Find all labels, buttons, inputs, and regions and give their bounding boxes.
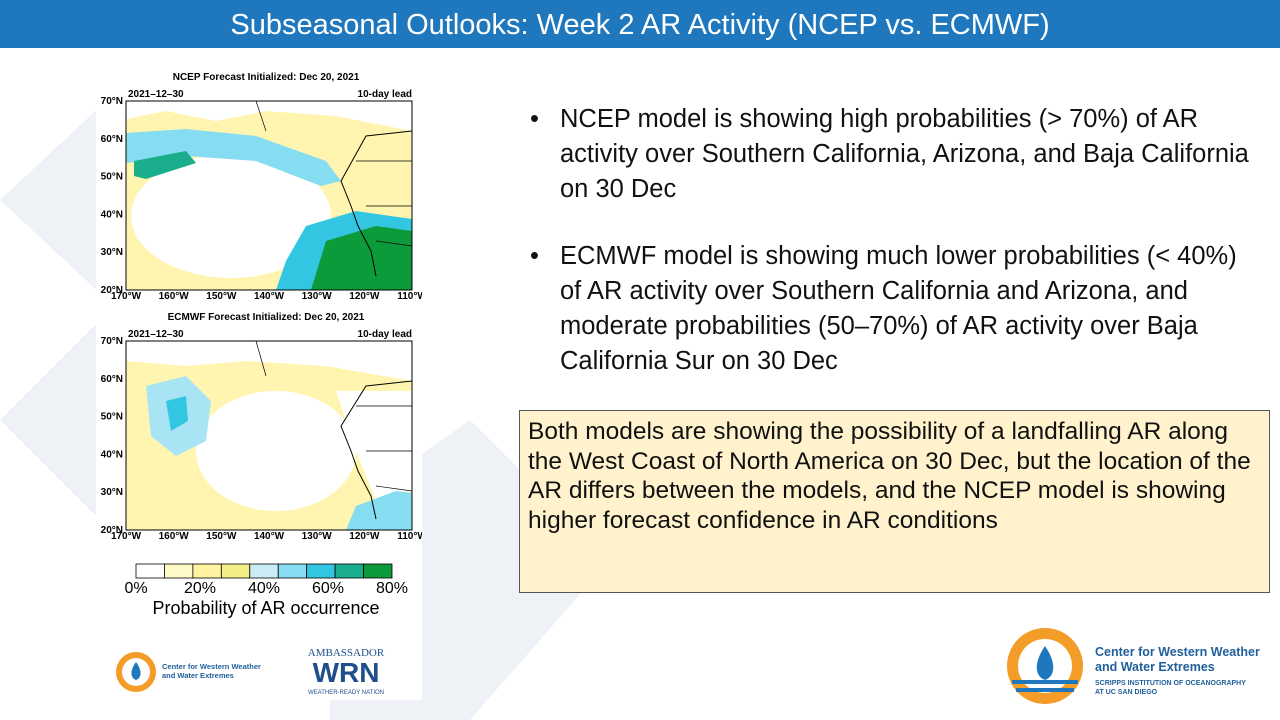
lat-label: 70°N [101, 336, 123, 347]
colorbar: Probability of AR occurrence 0% 20% 40% 60%… [124, 563, 408, 618]
logo-text: and Water Extremes [162, 671, 234, 680]
logo-text: and Water Extremes [1095, 660, 1215, 674]
lat-label: 30°N [101, 247, 123, 258]
colorbar-cell [363, 563, 393, 579]
lon-label: 120°W [349, 291, 380, 302]
lat-label: 50°N [101, 412, 123, 423]
colorbar-cell [334, 563, 364, 579]
colorbar-label: 80% [376, 580, 408, 597]
ecmwf-map: ECMWF Forecast Initialized: Dec 20, 2021… [101, 312, 422, 542]
colorbar-cell [220, 563, 251, 579]
colorbar-title: Probability of AR occurrence [152, 598, 379, 618]
prob-field [311, 226, 412, 290]
prob-field [336, 391, 412, 501]
logo-text: Center for Western Weather [1095, 645, 1260, 659]
lat-label: 60°N [101, 374, 123, 385]
ncep-map: NCEP Forecast Initialized: Dec 20, 2021 … [101, 72, 422, 302]
lat-label: 20°N [101, 285, 123, 296]
logo-drop [1036, 646, 1054, 680]
lon-label: 130°W [302, 291, 333, 302]
lon-label: 150°W [206, 291, 237, 302]
prob-field [126, 101, 412, 131]
lon-label: 170°W [111, 531, 142, 542]
lat-label: 40°N [101, 449, 123, 460]
wrn-text: AMBASSADOR [308, 647, 385, 659]
borders [255, 340, 413, 492]
map-plot [125, 100, 413, 291]
borders [255, 100, 413, 247]
colorbar-label: 40% [248, 580, 280, 597]
prob-field [196, 391, 356, 511]
coastline [340, 380, 413, 520]
coastline [340, 130, 413, 277]
colorbar-cell [164, 563, 194, 579]
map-lead: 10-day lead [358, 89, 412, 100]
lon-label: 150°W [206, 531, 237, 542]
logo-text: SCRIPPS INSTITUTION OF OCEANOGRAPHY [1095, 680, 1246, 687]
lat-label: 40°N [101, 209, 123, 220]
map-title: NCEP Forecast Initialized: Dec 20, 2021 [173, 72, 360, 83]
colorbar-cell [277, 563, 308, 579]
logo-drop [131, 662, 141, 680]
lon-label: 120°W [349, 531, 380, 542]
colorbar-cell [249, 563, 279, 579]
lon-label: 160°W [159, 291, 190, 302]
prob-field [126, 341, 412, 381]
lat-label: 60°N [101, 134, 123, 145]
summary-box: Both models are showing the possibility … [519, 410, 1270, 593]
prob-field [131, 154, 331, 278]
map-frame [125, 340, 413, 531]
lon-label: 140°W [254, 291, 285, 302]
slide-title: Subseasonal Outlooks: Week 2 AR Activity… [0, 0, 1280, 48]
prob-field [166, 396, 188, 431]
cw3e-logo: Center for Western Weather and Water Ext… [1007, 628, 1260, 704]
lon-label: 110°W [397, 531, 422, 542]
map-panel: NCEP Forecast Initialized: Dec 20, 2021 … [96, 58, 422, 700]
prob-field [134, 151, 196, 179]
logo-wave [1016, 688, 1074, 692]
map-date: 2021–12–30 [128, 329, 184, 340]
map-plot [125, 340, 413, 531]
colorbar-label: 60% [312, 580, 344, 597]
map-frame [125, 100, 413, 291]
bullet: ECMWF model is showing much lower probab… [530, 239, 1260, 379]
map-title: ECMWF Forecast Initialized: Dec 20, 2021 [168, 312, 365, 323]
colorbar-cell [306, 563, 336, 579]
logo-text: AT UC SAN DIEGO [1095, 689, 1158, 696]
colorbar-cell [192, 563, 222, 579]
map-lead: 10-day lead [358, 329, 412, 340]
lon-label: 160°W [159, 531, 190, 542]
prob-field [126, 129, 341, 186]
lon-label: 140°W [254, 531, 285, 542]
lat-label: 50°N [101, 172, 123, 183]
colorbar-label: 0% [124, 580, 147, 597]
bullet: NCEP model is showing high probabilities… [530, 102, 1260, 207]
bullet-list: NCEP model is showing high probabilities… [530, 102, 1260, 411]
logo-wave [1012, 680, 1078, 684]
wrn-text: WRN [313, 657, 380, 688]
lon-label: 110°W [397, 291, 422, 302]
logos: Center for Western Weather and Water Ext… [116, 647, 385, 696]
lat-label: 70°N [101, 96, 123, 107]
colorbar-cell [135, 563, 165, 579]
lon-label: 170°W [111, 291, 142, 302]
logo-text: Center for Western Weather [162, 662, 261, 671]
lat-label: 30°N [101, 487, 123, 498]
map-date: 2021–12–30 [128, 89, 184, 100]
lon-label: 130°W [302, 531, 333, 542]
colorbar-label: 20% [184, 580, 216, 597]
wrn-text: WEATHER-READY NATION [308, 690, 384, 696]
prob-field [346, 491, 412, 530]
lat-label: 20°N [101, 525, 123, 536]
